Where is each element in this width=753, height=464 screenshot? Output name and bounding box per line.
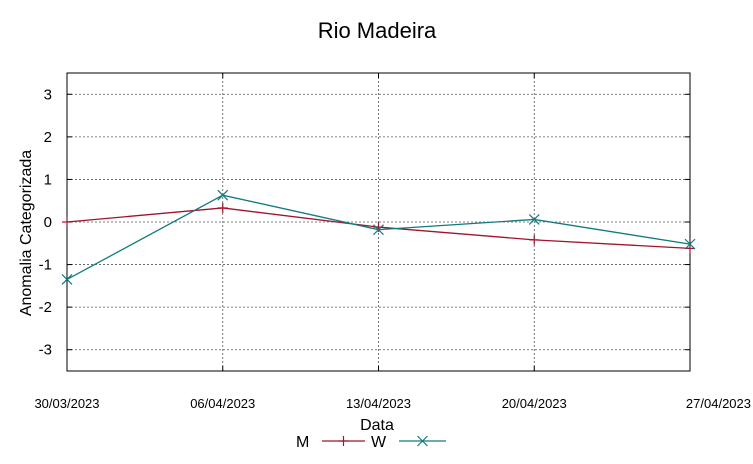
series-w-point — [373, 224, 384, 236]
y-axis-label: Anomalia Categorizada — [18, 150, 35, 316]
grid — [67, 73, 690, 371]
series-w-point — [217, 189, 229, 201]
y-tick-label: -3 — [39, 342, 52, 359]
series-w-point — [684, 238, 696, 250]
y-tick-label: -1 — [39, 257, 52, 274]
x-tick-label: 20/04/2023 — [502, 396, 567, 411]
x-tick-label: 06/04/2023 — [190, 396, 255, 411]
y-tick-label: 2 — [44, 129, 52, 146]
x-tick-label: 13/04/2023 — [346, 396, 411, 411]
series-w-point — [528, 214, 540, 225]
x-tick-label: 27/04/2023 — [686, 396, 751, 411]
legend-label-w: W — [371, 434, 387, 451]
chart-title: Rio Madeira — [318, 18, 437, 43]
series-w-point — [61, 274, 73, 285]
y-tick-label: 0 — [44, 214, 52, 231]
y-axis-ticks: 3 2 1 0 -1 -2 -3 — [39, 86, 690, 359]
series — [61, 189, 696, 285]
legend-label-m: M — [296, 434, 309, 451]
x-axis-label: Data — [360, 417, 394, 434]
legend-marker-w — [417, 435, 428, 447]
y-tick-label: -2 — [39, 299, 52, 316]
x-axis-ticks: 30/03/2023 06/04/2023 13/04/2023 20/04/2023… — [34, 73, 751, 411]
x-tick-label: 30/03/2023 — [34, 396, 99, 411]
y-tick-label: 1 — [44, 171, 52, 188]
y-tick-label: 3 — [44, 86, 52, 103]
